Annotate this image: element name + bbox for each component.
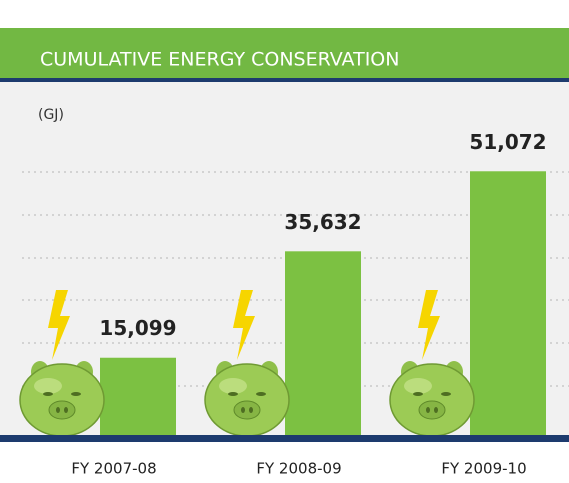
chart-title: CUMULATIVE ENERGY CONSERVATION	[40, 49, 399, 71]
pig-eye	[228, 392, 238, 396]
pig-highlight	[219, 378, 247, 394]
pig-nostril	[426, 407, 430, 413]
piggy-bank	[389, 290, 475, 437]
pig-highlight	[404, 378, 432, 394]
baseline	[0, 435, 569, 442]
header-rule	[0, 78, 569, 82]
pig-snout	[418, 400, 446, 420]
pig-body	[389, 363, 475, 437]
piggy-bank	[19, 290, 105, 437]
pig-nostril	[64, 407, 68, 413]
pig-nostril	[241, 407, 245, 413]
pig-eye	[441, 392, 451, 396]
bar	[285, 251, 361, 436]
pig-nostril	[434, 407, 438, 413]
value-label: 35,632	[284, 210, 361, 234]
lightning-bolt	[418, 290, 440, 360]
header-band	[0, 28, 569, 78]
pig-highlight	[34, 378, 62, 394]
pig-eye	[413, 392, 423, 396]
pig-snout	[233, 400, 261, 420]
value-label: 51,072	[469, 130, 546, 154]
pig-eye	[256, 392, 266, 396]
x-tick-label: FY 2009-10	[441, 460, 526, 478]
lightning-bolt	[233, 290, 255, 360]
bar	[100, 357, 176, 436]
pig-body	[19, 363, 105, 437]
pig-nostril	[56, 407, 60, 413]
x-tick-label: FY 2007-08	[71, 460, 156, 478]
unit-label: (GJ)	[38, 107, 64, 123]
piggy-bank	[204, 290, 290, 437]
pig-snout	[48, 400, 76, 420]
x-tick-label: FY 2008-09	[256, 460, 341, 478]
pig-eye	[71, 392, 81, 396]
pig-body	[204, 363, 290, 437]
pig-eye	[43, 392, 53, 396]
bar	[470, 171, 546, 436]
lightning-bolt	[48, 290, 70, 360]
value-label: 15,099	[99, 316, 176, 340]
pig-nostril	[249, 407, 253, 413]
